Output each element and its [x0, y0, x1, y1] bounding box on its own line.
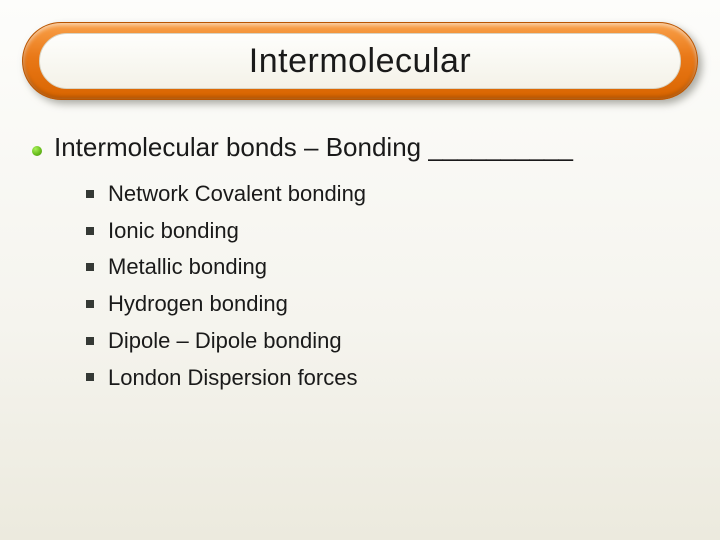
title-inner: Intermolecular: [39, 33, 681, 89]
list-item: Dipole – Dipole bonding: [86, 326, 700, 356]
title-bar: Intermolecular: [22, 22, 698, 100]
bullet-circle-icon: [32, 146, 42, 156]
list-item: Hydrogen bonding: [86, 289, 700, 319]
sublist: Network Covalent bonding Ionic bonding M…: [86, 179, 700, 392]
list-item: London Dispersion forces: [86, 363, 700, 393]
bullet-square-icon: [86, 263, 94, 271]
slide-content: Intermolecular bonds – Bonding _________…: [32, 130, 700, 399]
bullet-square-icon: [86, 373, 94, 381]
level2-text: Network Covalent bonding: [108, 179, 366, 209]
bullet-square-icon: [86, 227, 94, 235]
bullet-square-icon: [86, 190, 94, 198]
list-item: Metallic bonding: [86, 252, 700, 282]
bullet-level1: Intermolecular bonds – Bonding _________…: [32, 130, 700, 165]
list-item: Network Covalent bonding: [86, 179, 700, 209]
slide-title: Intermolecular: [249, 42, 471, 81]
list-item: Ionic bonding: [86, 216, 700, 246]
level2-text: Metallic bonding: [108, 252, 267, 282]
bullet-square-icon: [86, 300, 94, 308]
bullet-square-icon: [86, 337, 94, 345]
level1-text: Intermolecular bonds – Bonding _________…: [54, 130, 573, 165]
level2-text: London Dispersion forces: [108, 363, 357, 393]
level2-text: Ionic bonding: [108, 216, 239, 246]
level2-text: Dipole – Dipole bonding: [108, 326, 342, 356]
level2-text: Hydrogen bonding: [108, 289, 288, 319]
